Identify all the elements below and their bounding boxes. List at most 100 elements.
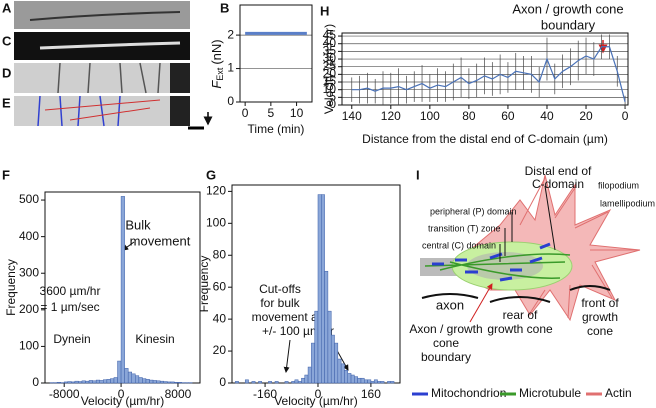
x-tick-label: 5 xyxy=(268,106,275,120)
annotation: boundary xyxy=(541,17,596,32)
x-axis-label: Distance from the distal end of C-domain… xyxy=(362,132,608,146)
histogram-bar xyxy=(284,381,289,384)
histogram-bar xyxy=(117,360,122,384)
histogram-bar xyxy=(81,380,86,384)
y-tick-label: 0 xyxy=(227,94,234,108)
histogram-bar xyxy=(294,379,299,384)
y-label-symbol: F xyxy=(209,80,224,89)
histogram-bar xyxy=(304,374,309,384)
histogram-bar xyxy=(152,380,157,384)
histogram-bar xyxy=(390,381,395,384)
x-tick-label: 0 xyxy=(242,106,249,120)
histogram-bar xyxy=(235,381,239,384)
histogram-bar xyxy=(251,381,256,384)
histogram-bar xyxy=(131,373,136,384)
x-tick-label: -160 xyxy=(253,387,277,401)
histogram-bar xyxy=(167,381,172,384)
histogram-bar xyxy=(330,334,335,384)
histogram-bar xyxy=(334,342,339,384)
histogram-bar xyxy=(357,377,362,384)
annotation: for bulk xyxy=(260,296,300,310)
histogram-bar xyxy=(63,381,69,384)
y-tick-label: 20 xyxy=(323,67,337,81)
micrographs xyxy=(14,1,213,130)
legend-label: Microtubule xyxy=(519,386,581,400)
diagram-label: Distal end of xyxy=(525,164,592,178)
diagram-label: growth xyxy=(582,310,618,324)
y-tick-label: 500 xyxy=(19,192,39,206)
y-tick-label: 15 xyxy=(323,74,337,88)
annotation: movement are xyxy=(252,310,329,324)
histogram-bar xyxy=(268,381,272,384)
histogram-bar xyxy=(95,379,100,384)
y-tick-label: 400 xyxy=(19,229,39,243)
legend-label: Mitochondrion xyxy=(431,386,506,400)
x-tick-label: -8000 xyxy=(49,387,80,401)
x-tick-label: 140 xyxy=(342,109,362,123)
annotation: Axon / growth cone xyxy=(512,1,623,16)
panel-label: C xyxy=(2,33,12,48)
y-tick-label: 80 xyxy=(213,247,227,261)
histogram-bar xyxy=(78,381,83,384)
histogram-bar xyxy=(106,379,111,384)
x-tick-label: 0 xyxy=(622,109,629,123)
histogram-bar xyxy=(340,363,345,384)
histogram-bar xyxy=(170,381,175,384)
x-tick-label: 40 xyxy=(540,109,554,123)
x-tick-label: 120 xyxy=(381,109,401,123)
image-d xyxy=(14,63,190,93)
y-tick-label: 45 xyxy=(323,28,337,42)
x-tick-label: 80 xyxy=(462,109,476,123)
y-axis-label: FExt (nN) xyxy=(209,39,225,88)
histogram-bar xyxy=(297,381,302,384)
y-tick-label: 0 xyxy=(329,97,336,111)
y-tick-label: 20 xyxy=(213,343,227,357)
histogram-bar xyxy=(364,379,368,384)
histogram-bar xyxy=(324,270,329,384)
histogram-bar xyxy=(367,379,372,384)
y-tick-label: 120 xyxy=(206,184,226,198)
histogram-bar xyxy=(344,369,348,384)
y-tick-label: 100 xyxy=(206,215,226,229)
histogram-bar xyxy=(337,358,342,384)
panel-label: A xyxy=(2,0,12,15)
annotation: movement xyxy=(130,233,191,248)
x-tick-label: 8000 xyxy=(165,387,192,401)
histogram-bar xyxy=(350,374,355,384)
y-axis-label: Velocity (µm / hr) xyxy=(322,24,336,114)
histogram-bar xyxy=(163,381,168,384)
x-tick-label: 160 xyxy=(361,387,381,401)
y-tick-label: 10 xyxy=(323,82,337,96)
panel-label: H xyxy=(320,3,329,18)
histogram-bar xyxy=(99,380,104,384)
histogram-bar xyxy=(291,381,296,384)
diagram-label: central (C) domain xyxy=(422,240,496,250)
y-tick-label: 60 xyxy=(213,279,227,293)
y-tick-label: 30 xyxy=(323,51,337,65)
histogram-bar xyxy=(138,377,143,384)
histogram-bar xyxy=(373,379,378,384)
histogram-bar xyxy=(354,376,358,384)
x-tick-label: 0 xyxy=(118,387,125,401)
histogram-bar xyxy=(103,379,108,384)
diagram-label: filopodium xyxy=(598,180,639,190)
panel-label: D xyxy=(2,65,11,80)
y-tick-label: 25 xyxy=(323,59,337,73)
annotation: = 1 µm/sec xyxy=(40,300,99,314)
histogram-bar xyxy=(177,382,182,384)
plot-frame xyxy=(239,4,313,103)
diagram-label: lamellipodium xyxy=(600,198,655,208)
panel-labels: A B C D E F G H I xyxy=(2,0,420,182)
annotation: Kinesin xyxy=(135,332,174,346)
legend-label: Actin xyxy=(605,386,632,400)
histogram-bar xyxy=(347,373,352,384)
y-tick-label: 40 xyxy=(213,311,227,325)
y-tick-label: 1 xyxy=(227,61,234,75)
y-tick-label: 200 xyxy=(19,302,39,316)
histogram-bar xyxy=(159,380,164,384)
histogram-bar xyxy=(67,381,72,384)
y-tick-label: 2 xyxy=(227,27,234,41)
y-tick-label: 300 xyxy=(19,265,39,279)
diagram-label: axon xyxy=(436,297,464,312)
histogram-bar xyxy=(124,368,129,384)
